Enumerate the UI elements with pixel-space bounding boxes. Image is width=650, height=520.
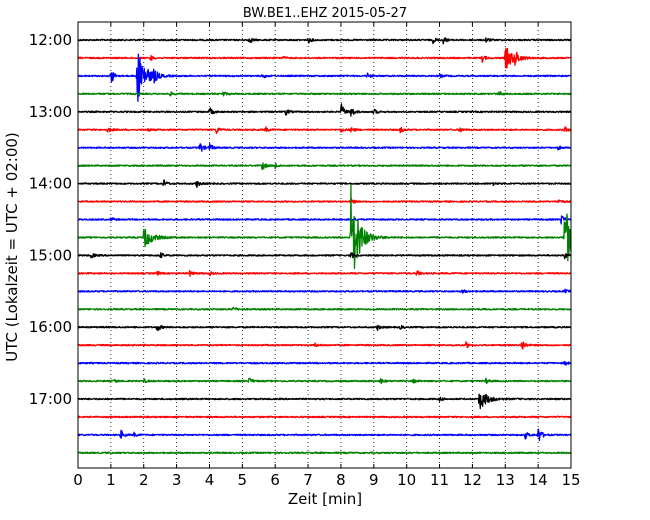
trace-1500 xyxy=(77,252,572,260)
x-tick-label: 6 xyxy=(270,471,280,489)
trace-1330 xyxy=(77,142,572,152)
y-axis-title: UTC (Lokalzeit = UTC + 02:00) xyxy=(3,132,21,362)
trace-1530 xyxy=(77,288,572,294)
x-tick-label: 8 xyxy=(336,471,346,489)
x-tick-label: 2 xyxy=(139,471,149,489)
trace-1545 xyxy=(77,306,572,311)
trace-1645 xyxy=(77,377,572,385)
trace-1415 xyxy=(77,197,572,204)
y-tick-label: 12:00 xyxy=(29,31,72,49)
trace-1300 xyxy=(77,103,572,117)
x-tick-label: 9 xyxy=(369,471,379,489)
y-tick-label: 15:00 xyxy=(29,246,72,264)
trace-1615 xyxy=(77,341,572,350)
trace-1445 xyxy=(77,184,572,269)
y-tick-label: 14:00 xyxy=(29,175,72,193)
x-tick-label: 13 xyxy=(496,471,515,489)
y-tick-label: 13:00 xyxy=(29,103,72,121)
trace-1245 xyxy=(77,91,572,97)
trace-1700 xyxy=(77,393,572,410)
trace-1430 xyxy=(77,215,572,225)
trace-1200 xyxy=(77,37,572,45)
trace-1730 xyxy=(77,428,572,442)
x-tick-label: 15 xyxy=(561,471,580,489)
trace-1715 xyxy=(77,415,572,419)
axis-ticks: 0 1 2 3 4 5 6 7 8 9 10 11 12 13 14 1512:0013:0014:0015:… xyxy=(29,22,581,489)
x-tick-label: 3 xyxy=(172,471,182,489)
x-tick-label: 1 xyxy=(106,471,116,489)
y-tick-label: 16:00 xyxy=(29,318,72,336)
trace-1515 xyxy=(77,270,572,277)
trace-1630 xyxy=(77,360,572,366)
x-tick-label: 0 xyxy=(73,471,83,489)
trace-1345 xyxy=(77,162,572,171)
x-tick-label: 12 xyxy=(463,471,482,489)
trace-1315 xyxy=(77,126,572,135)
y-tick-label: 17:00 xyxy=(29,390,72,408)
x-tick-label: 11 xyxy=(430,471,449,489)
trace-lines xyxy=(77,37,572,455)
x-tick-label: 10 xyxy=(397,471,416,489)
x-tick-label: 7 xyxy=(303,471,313,489)
x-axis-title: Zeit [min] xyxy=(288,490,362,508)
x-tick-label: 4 xyxy=(205,471,215,489)
trace-1745 xyxy=(77,451,572,455)
x-tick-label: 5 xyxy=(238,471,248,489)
trace-1600 xyxy=(77,324,572,331)
plot-frame xyxy=(77,21,572,469)
trace-1400 xyxy=(77,179,572,188)
trace-1230 xyxy=(77,53,572,102)
chart-title: BW.BE1..EHZ 2015-05-27 xyxy=(243,6,407,21)
trace-1215 xyxy=(77,47,572,69)
x-tick-label: 14 xyxy=(529,471,548,489)
